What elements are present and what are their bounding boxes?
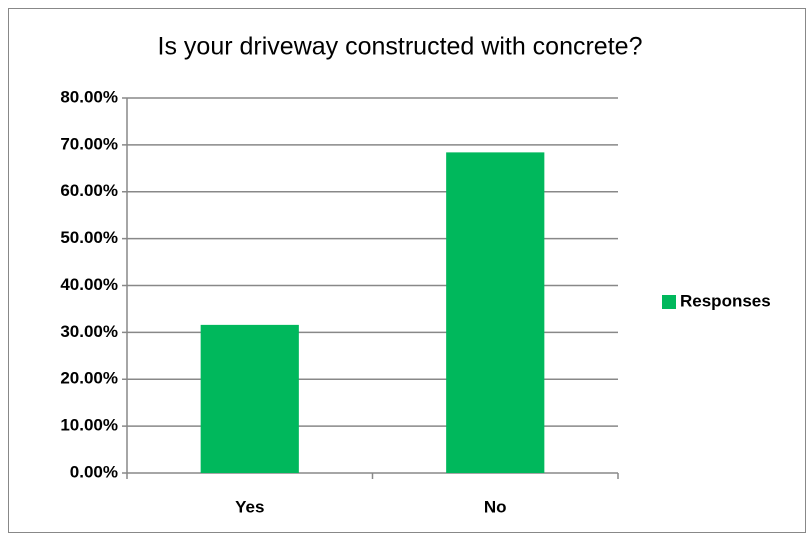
legend-swatch — [662, 295, 676, 309]
y-tick-label: 0.00% — [70, 462, 118, 481]
y-tick-label: 50.00% — [60, 228, 118, 247]
bar — [446, 152, 545, 473]
y-tick-label: 40.00% — [60, 275, 118, 294]
y-tick-label: 60.00% — [60, 181, 118, 200]
y-tick-label: 30.00% — [60, 322, 118, 341]
chart-title: Is your driveway constructed with concre… — [158, 33, 643, 61]
y-tick-label: 80.00% — [60, 87, 118, 106]
chart-frame — [8, 8, 806, 533]
y-tick-label: 20.00% — [60, 369, 118, 388]
y-tick-label: 70.00% — [60, 134, 118, 153]
bar — [200, 324, 299, 473]
legend-label: Responses — [680, 291, 771, 310]
x-tick-label: No — [484, 497, 507, 516]
y-tick-label: 10.00% — [60, 416, 118, 435]
x-tick-label: Yes — [235, 497, 264, 516]
